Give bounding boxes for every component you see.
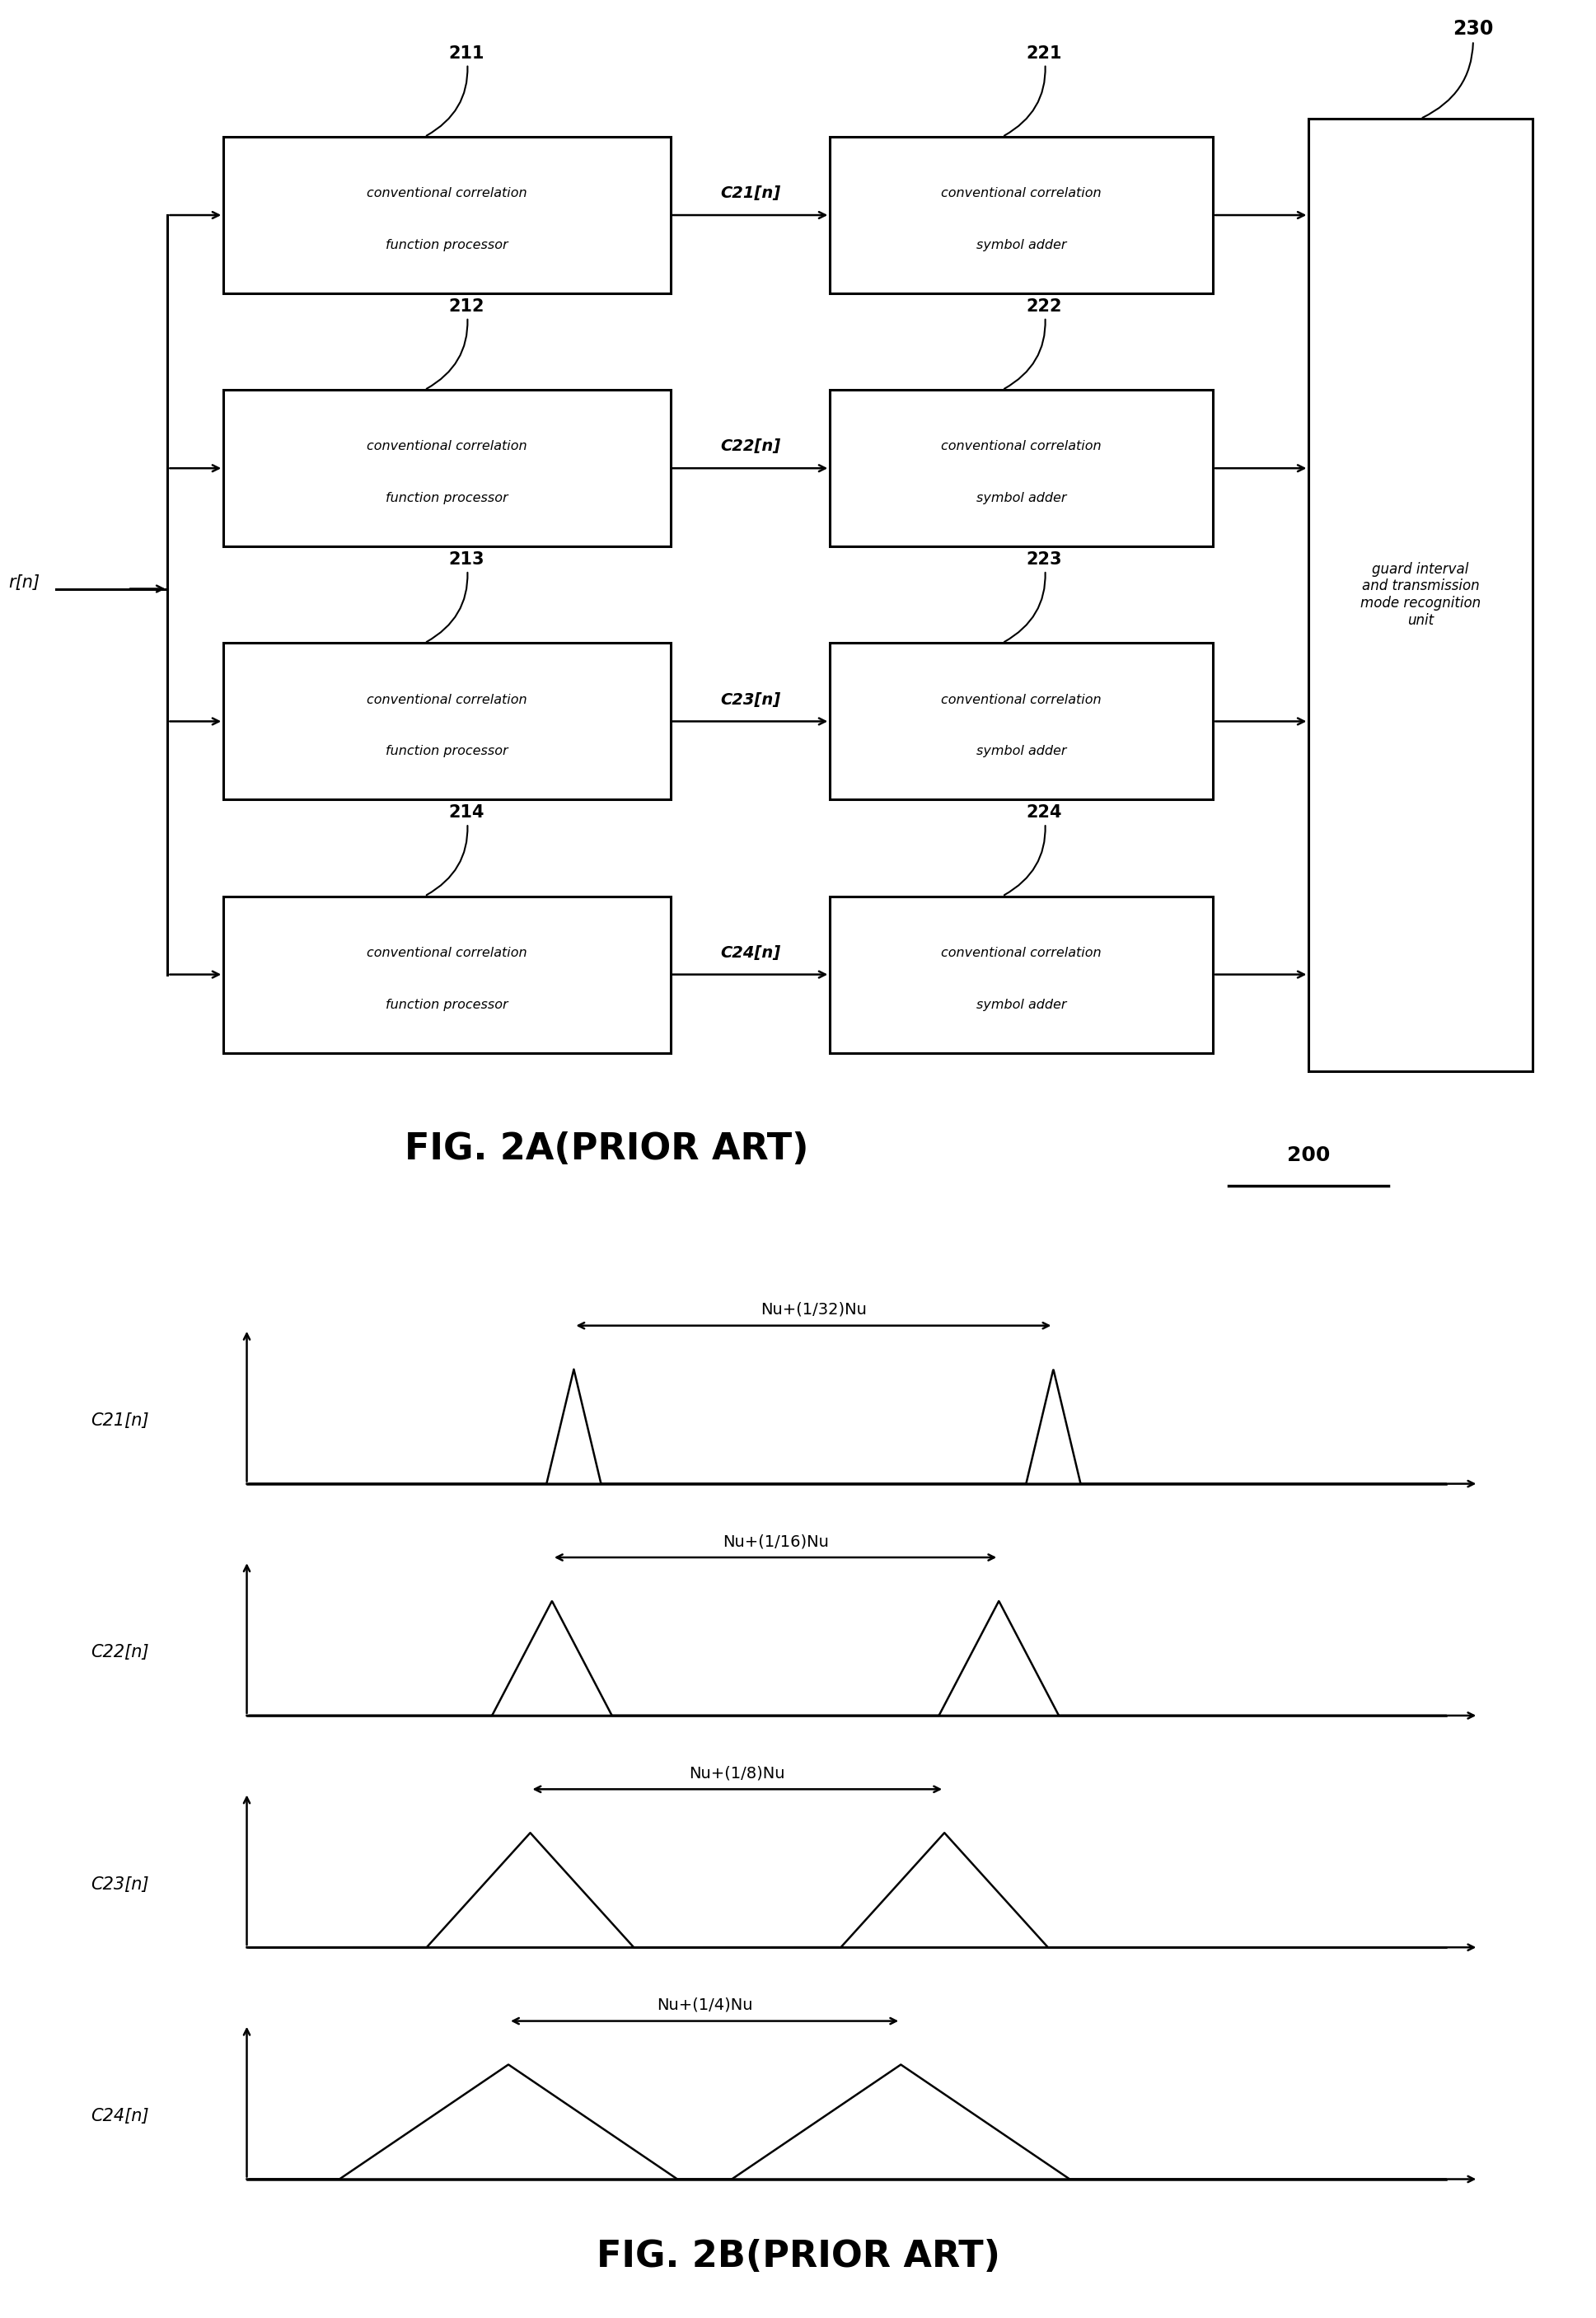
Bar <box>223 642 670 800</box>
Text: symbol adder: symbol adder <box>977 999 1066 1011</box>
Text: FIG. 2A(PRIOR ART): FIG. 2A(PRIOR ART) <box>404 1131 809 1166</box>
Text: function processor: function processor <box>386 746 508 758</box>
Bar <box>223 137 670 294</box>
Text: C22[n]: C22[n] <box>91 1643 148 1660</box>
Text: 222: 222 <box>1004 299 1061 389</box>
Text: 214: 214 <box>426 804 484 895</box>
Text: C21[n]: C21[n] <box>91 1412 148 1428</box>
Text: Nu+(1/4)Nu: Nu+(1/4)Nu <box>656 1998 753 2012</box>
Text: C23[n]: C23[n] <box>720 691 780 707</box>
Text: C24[n]: C24[n] <box>720 946 780 960</box>
Text: C23[n]: C23[n] <box>91 1875 148 1891</box>
Text: symbol adder: symbol adder <box>977 239 1066 250</box>
Text: conventional correlation: conventional correlation <box>367 946 527 960</box>
Text: r[n]: r[n] <box>8 575 40 591</box>
Text: 211: 211 <box>426 46 484 137</box>
Text: conventional correlation: conventional correlation <box>367 693 527 707</box>
Text: symbol adder: symbol adder <box>977 746 1066 758</box>
Text: Nu+(1/8)Nu: Nu+(1/8)Nu <box>689 1766 785 1780</box>
Bar <box>830 137 1213 294</box>
Text: conventional correlation: conventional correlation <box>367 440 527 452</box>
Text: 213: 213 <box>426 552 484 642</box>
Text: function processor: function processor <box>386 999 508 1011</box>
Text: conventional correlation: conventional correlation <box>942 946 1101 960</box>
Text: C24[n]: C24[n] <box>91 2107 148 2123</box>
Text: Nu+(1/16)Nu: Nu+(1/16)Nu <box>723 1535 828 1548</box>
Text: guard interval
and transmission
mode recognition
unit: guard interval and transmission mode rec… <box>1360 561 1481 628</box>
Text: C22[n]: C22[n] <box>720 438 780 454</box>
Text: conventional correlation: conventional correlation <box>942 693 1101 707</box>
Text: function processor: function processor <box>386 491 508 505</box>
Text: FIG. 2B(PRIOR ART): FIG. 2B(PRIOR ART) <box>597 2239 999 2274</box>
Text: conventional correlation: conventional correlation <box>942 440 1101 452</box>
Bar <box>830 642 1213 800</box>
Bar <box>223 897 670 1052</box>
Text: conventional correlation: conventional correlation <box>367 188 527 199</box>
Text: Nu+(1/32)Nu: Nu+(1/32)Nu <box>760 1303 867 1317</box>
Text: 212: 212 <box>426 299 484 389</box>
Bar <box>830 897 1213 1052</box>
Text: conventional correlation: conventional correlation <box>942 188 1101 199</box>
Text: C21[n]: C21[n] <box>720 185 780 202</box>
Bar <box>1309 118 1532 1071</box>
Text: 224: 224 <box>1004 804 1061 895</box>
Text: function processor: function processor <box>386 239 508 250</box>
Text: symbol adder: symbol adder <box>977 491 1066 505</box>
Bar <box>830 389 1213 547</box>
Text: 200: 200 <box>1286 1145 1331 1166</box>
Text: 230: 230 <box>1422 19 1492 118</box>
Text: 221: 221 <box>1004 46 1061 137</box>
Bar <box>223 389 670 547</box>
Text: 223: 223 <box>1004 552 1061 642</box>
